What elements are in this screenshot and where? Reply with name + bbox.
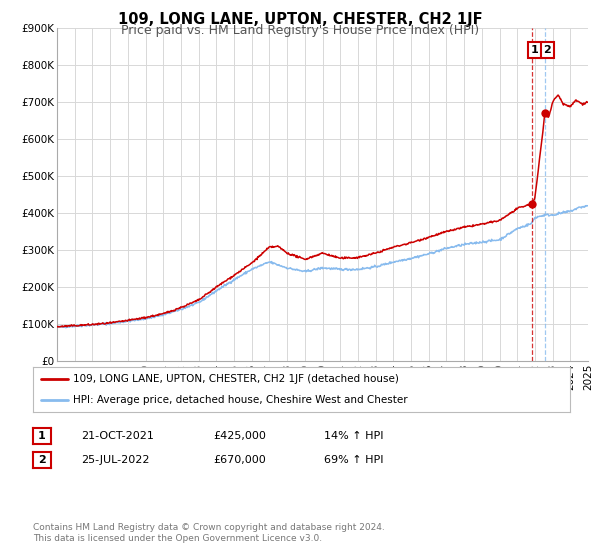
Text: £670,000: £670,000 [213,455,266,465]
Text: Price paid vs. HM Land Registry's House Price Index (HPI): Price paid vs. HM Land Registry's House … [121,24,479,36]
Text: This data is licensed under the Open Government Licence v3.0.: This data is licensed under the Open Gov… [33,534,322,543]
Text: 2: 2 [544,45,551,55]
Text: 14% ↑ HPI: 14% ↑ HPI [324,431,383,441]
Text: 25-JUL-2022: 25-JUL-2022 [81,455,149,465]
Text: 69% ↑ HPI: 69% ↑ HPI [324,455,383,465]
Text: 109, LONG LANE, UPTON, CHESTER, CH2 1JF: 109, LONG LANE, UPTON, CHESTER, CH2 1JF [118,12,482,27]
Text: 1: 1 [531,45,539,55]
Text: 1: 1 [38,431,46,441]
Text: 21-OCT-2021: 21-OCT-2021 [81,431,154,441]
Text: 109, LONG LANE, UPTON, CHESTER, CH2 1JF (detached house): 109, LONG LANE, UPTON, CHESTER, CH2 1JF … [73,374,399,384]
Text: HPI: Average price, detached house, Cheshire West and Chester: HPI: Average price, detached house, Ches… [73,395,408,405]
Text: Contains HM Land Registry data © Crown copyright and database right 2024.: Contains HM Land Registry data © Crown c… [33,523,385,532]
Text: 2: 2 [38,455,46,465]
Text: £425,000: £425,000 [213,431,266,441]
